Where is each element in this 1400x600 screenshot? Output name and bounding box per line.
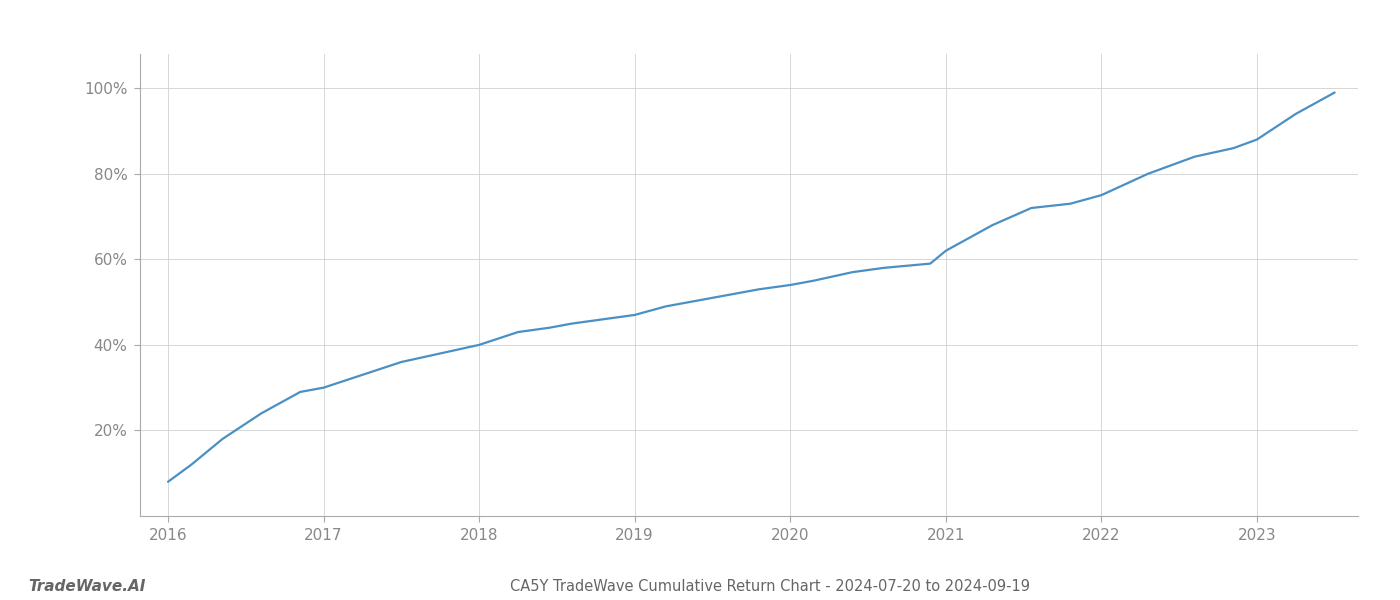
Text: CA5Y TradeWave Cumulative Return Chart - 2024-07-20 to 2024-09-19: CA5Y TradeWave Cumulative Return Chart -… [510,579,1030,594]
Text: TradeWave.AI: TradeWave.AI [28,579,146,594]
